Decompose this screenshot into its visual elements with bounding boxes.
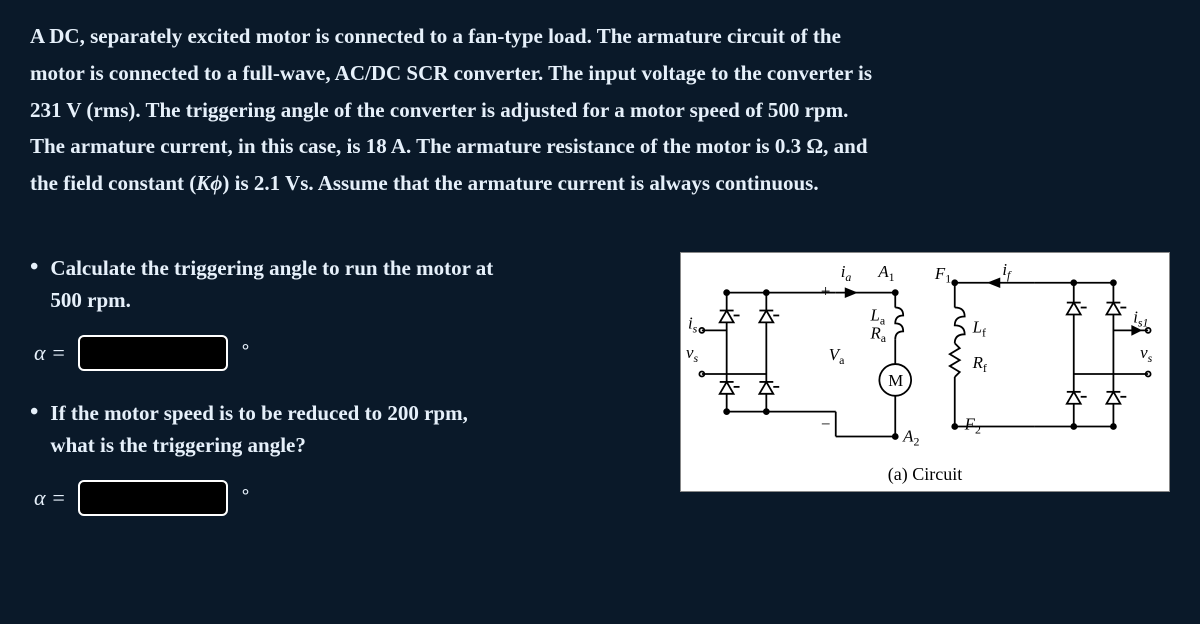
svg-text:F2: F2 [964, 414, 981, 436]
bullet-icon: • [30, 252, 38, 283]
alpha-input-1[interactable] [78, 335, 228, 371]
svg-text:Rf: Rf [972, 353, 987, 375]
degree-symbol-1: ∘ [240, 336, 247, 357]
problem-line-1: A DC, separately excited motor is connec… [30, 24, 841, 48]
q1-text-b: 500 rpm. [50, 288, 131, 312]
circuit-caption: (a) Circuit [681, 464, 1169, 485]
alpha-input-2[interactable] [78, 480, 228, 516]
svg-text:is1: is1 [1133, 307, 1148, 329]
phi-variable: ϕ [210, 171, 222, 195]
degree-symbol-2: ∘ [240, 481, 247, 502]
problem-line-4a: The armature current, in this case, is 1… [30, 134, 806, 158]
svg-text:if: if [1002, 260, 1012, 282]
question-2: • If the motor speed is to be reduced to… [30, 397, 650, 516]
q1-text-a: Calculate the triggering angle to run th… [50, 256, 493, 280]
problem-line-4b: , and [823, 134, 867, 158]
svg-text:Va: Va [829, 345, 845, 367]
q2-text-a: If the motor speed is to be reduced to 2… [50, 401, 467, 425]
alpha-label-2: α = [34, 485, 66, 511]
bullet-icon: • [30, 397, 38, 428]
problem-line-5b: ) is 2.1 Vs. Assume that the armature cu… [222, 171, 818, 195]
svg-text:A1: A1 [877, 262, 894, 284]
svg-text:Lf: Lf [972, 317, 986, 339]
problem-line-3: 231 V (rms). The triggering angle of the… [30, 98, 848, 122]
q2-text-b: what is the triggering angle? [50, 433, 305, 457]
svg-text:F1: F1 [934, 264, 951, 286]
k-variable: K [196, 171, 210, 195]
svg-text:A2: A2 [902, 426, 919, 448]
svg-text:ia: ia [841, 262, 852, 284]
problem-statement: A DC, separately excited motor is connec… [30, 18, 1170, 202]
svg-text:vs: vs [1140, 343, 1152, 365]
svg-text:vs: vs [686, 343, 698, 365]
circuit-diagram: ia A1 F1 if is vs La Ra Va Lf Rf M A2 F2… [680, 252, 1170, 492]
problem-line-2: motor is connected to a full-wave, AC/DC… [30, 61, 872, 85]
svg-text:M: M [888, 371, 903, 390]
alpha-label-1: α = [34, 340, 66, 366]
svg-text:−: − [821, 414, 831, 433]
question-1: • Calculate the triggering angle to run … [30, 252, 650, 371]
svg-text:is: is [688, 313, 698, 335]
ohm-symbol: Ω [806, 134, 823, 158]
questions-column: • Calculate the triggering angle to run … [30, 252, 650, 542]
problem-line-5a: the field constant ( [30, 171, 196, 195]
svg-text:+: + [821, 281, 831, 300]
